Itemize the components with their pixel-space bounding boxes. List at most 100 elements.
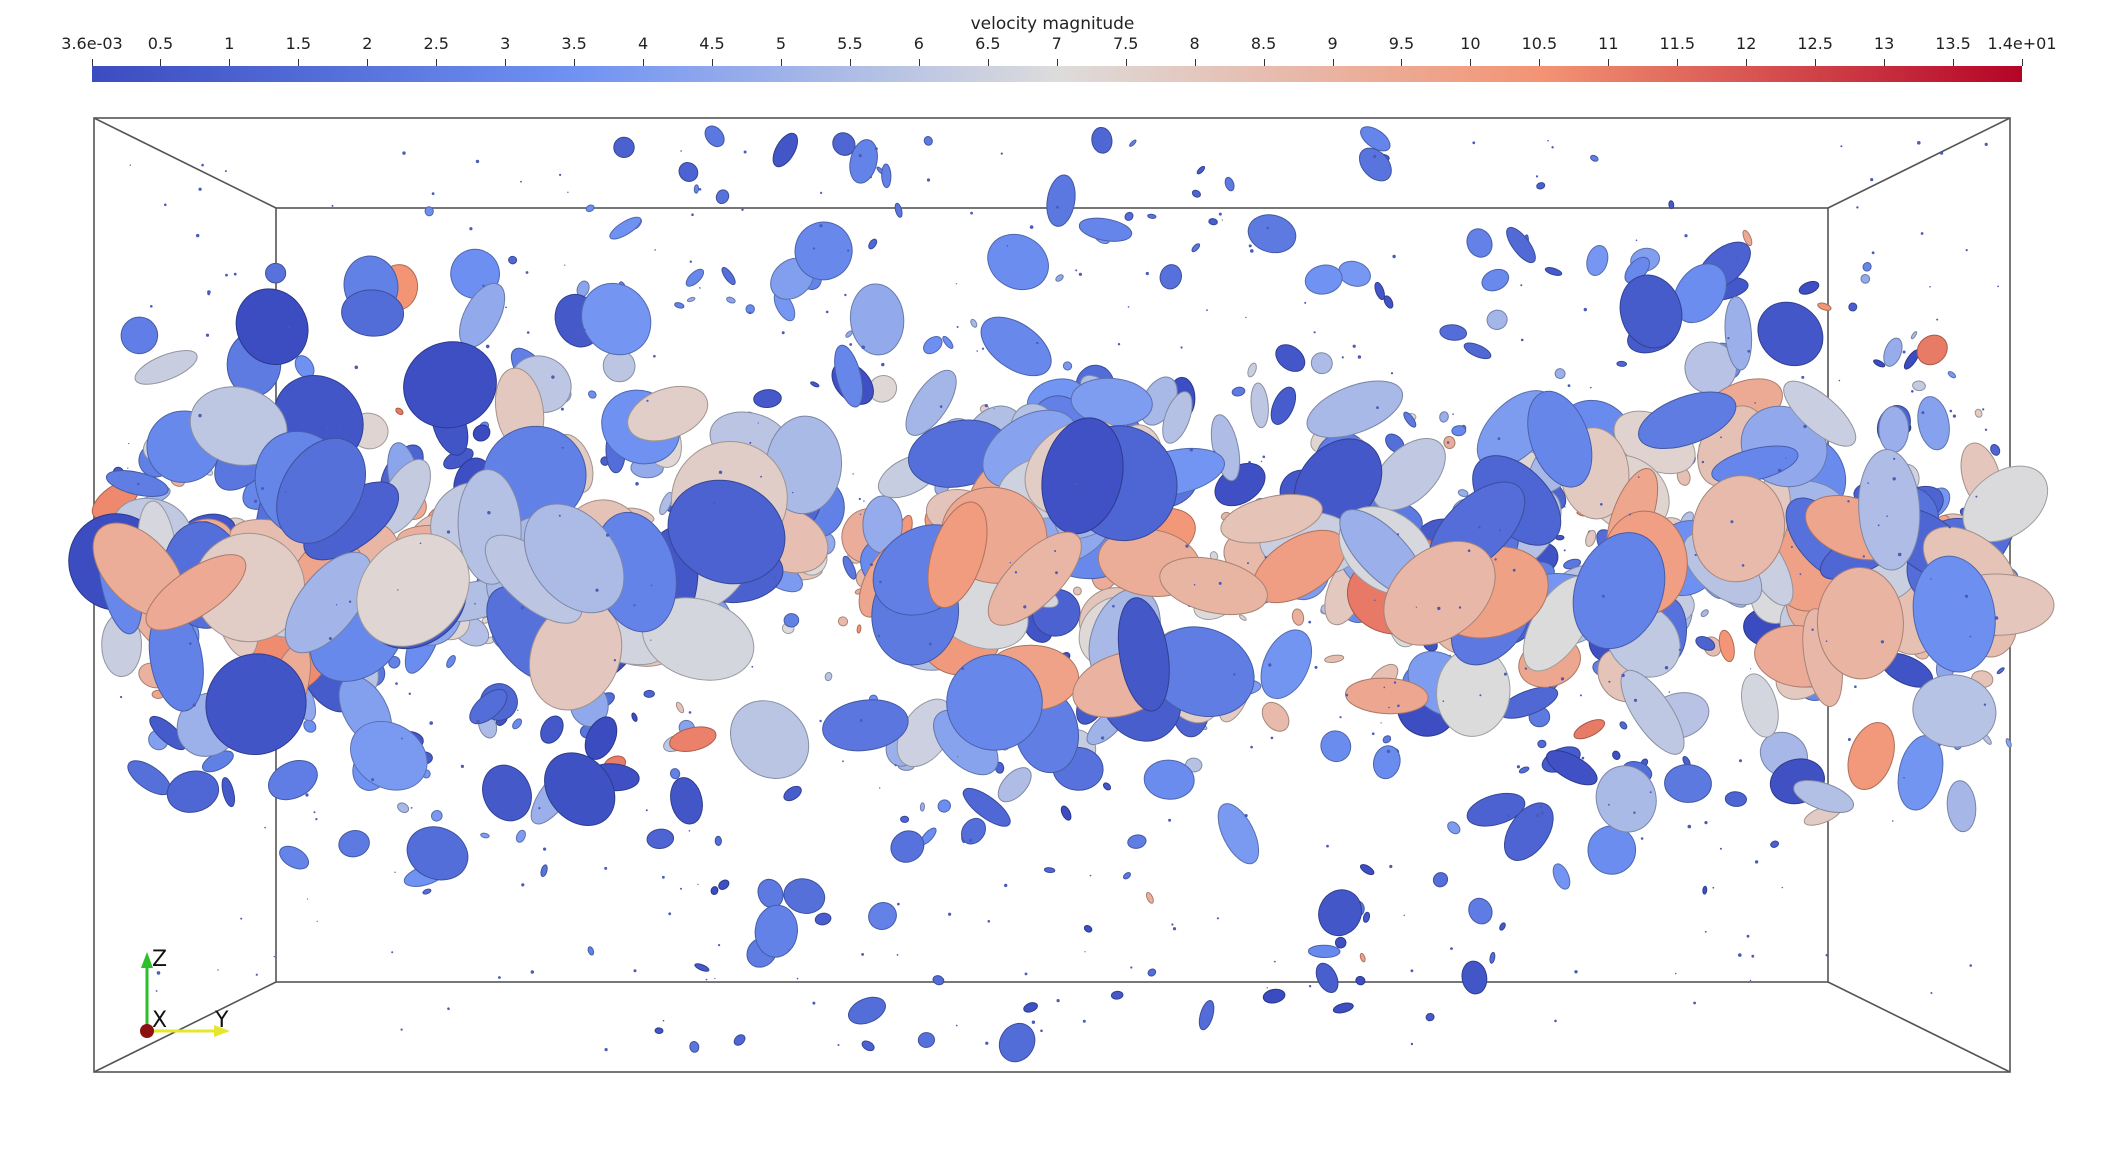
ellipsoid-glyph	[1537, 739, 1547, 749]
tracer-point	[1089, 874, 1092, 877]
tracer-point	[520, 180, 522, 183]
ellipsoid-glyph	[1912, 555, 1996, 673]
tracer-point	[1727, 337, 1730, 340]
tracer-point	[1221, 219, 1223, 221]
tracer-point	[1218, 581, 1222, 585]
colorbar-tick-label: 13	[1873, 34, 1895, 53]
tracer-point	[201, 163, 204, 167]
tracer-point	[1376, 406, 1379, 409]
tracer-point	[482, 284, 485, 287]
tracer-point	[741, 208, 744, 211]
tracer-point	[812, 1001, 816, 1005]
tracer-point	[583, 328, 586, 331]
ellipsoid-glyph	[1489, 951, 1496, 964]
tracer-point	[1467, 549, 1471, 552]
tracer-point	[1396, 533, 1400, 536]
ellipsoid-glyph	[772, 132, 799, 168]
colorbar-max-label: 1.4e+01	[1987, 34, 2057, 53]
tracer-point	[395, 682, 398, 685]
colorbar-tick-label: 12.5	[1797, 34, 1833, 53]
tracer-point	[595, 588, 599, 592]
ellipsoid-glyph	[1700, 609, 1709, 618]
tracer-point	[1497, 437, 1501, 441]
tracer-point	[787, 948, 790, 951]
tracer-point	[255, 973, 258, 976]
ellipsoid-glyph	[1554, 368, 1566, 380]
ellipsoid-glyph	[1499, 922, 1506, 931]
tracer-point	[189, 642, 192, 645]
ellipsoid-glyph	[279, 845, 310, 870]
ellipsoid-glyph	[1332, 1002, 1354, 1014]
colorbar-tick-mark	[436, 59, 438, 66]
tracer-point	[861, 953, 864, 956]
ellipsoid-glyph	[1585, 529, 1597, 547]
tracer-point	[1056, 999, 1060, 1003]
tracer-point	[926, 178, 931, 182]
ellipsoid-glyph	[1552, 863, 1571, 890]
ellipsoid-glyph	[1224, 176, 1235, 192]
tracer-point	[1056, 205, 1059, 209]
colorbar-tick-mark	[574, 59, 576, 66]
tracer-point	[1250, 745, 1253, 749]
tracer-point	[1248, 244, 1252, 248]
tracer-point	[1694, 553, 1697, 557]
ellipsoid-glyph	[205, 653, 307, 756]
tracer-point	[419, 542, 422, 545]
colorbar-min-label: 3.6e-03	[61, 34, 123, 53]
ellipsoid-glyph	[1468, 897, 1493, 925]
tracer-point	[338, 425, 342, 428]
tracer-point	[1145, 271, 1149, 276]
tracer-point	[1024, 972, 1028, 976]
colorbar-tick-label: 2	[362, 34, 373, 53]
tracer-point	[1029, 225, 1034, 229]
tracer-point	[1984, 142, 1988, 146]
tracer-point	[1218, 212, 1222, 216]
tracer-point	[306, 898, 309, 900]
colorbar-tick-mark	[160, 59, 162, 66]
ellipsoid-glyph	[881, 163, 892, 189]
tracer-point	[561, 446, 564, 449]
tracer-point	[526, 331, 530, 334]
colorbar-tick-mark	[712, 59, 714, 66]
tracer-point	[896, 954, 899, 956]
ellipsoid-glyph	[1684, 341, 1737, 395]
tracer-point	[1536, 813, 1540, 818]
colorbar-tick-label: 3	[500, 34, 511, 53]
tracer-point	[691, 213, 694, 216]
tracer-point	[525, 271, 529, 274]
tracer-point	[1386, 749, 1391, 753]
ellipsoid-glyph	[1912, 674, 1997, 748]
tracer-point	[662, 875, 665, 879]
ellipsoid-glyph	[631, 712, 638, 722]
tracer-point	[604, 1048, 608, 1052]
colorbar-tick-mark	[2022, 59, 2023, 66]
tracer-point	[1997, 285, 1999, 288]
tracer-point	[1560, 677, 1565, 681]
ellipsoid-glyph	[1724, 296, 1753, 371]
ellipsoid-glyph	[868, 902, 897, 930]
ellipsoid-glyph	[715, 189, 730, 205]
ellipsoid-glyph	[1595, 765, 1657, 833]
tracer-point	[354, 365, 359, 370]
tracer-point	[1248, 461, 1251, 464]
ellipsoid-glyph	[1668, 200, 1675, 210]
ellipsoid-glyph	[1451, 425, 1467, 437]
tracer-point	[559, 173, 562, 176]
tracer-point	[1847, 738, 1851, 741]
colorbar-tick-mark	[1608, 59, 1610, 66]
tracer-point	[288, 326, 291, 329]
tracer-point	[861, 345, 865, 350]
ellipsoid-glyph	[1383, 295, 1394, 309]
tracer-point	[1563, 549, 1566, 552]
ellipsoid-glyph	[1718, 629, 1735, 663]
tracer-point	[1000, 152, 1003, 155]
ellipsoid-glyph	[1536, 182, 1546, 190]
ellipsoid-glyph	[1043, 867, 1056, 874]
tracer-point	[1754, 402, 1756, 404]
ellipsoid-glyph	[1506, 226, 1536, 264]
ellipsoid-glyph	[585, 204, 595, 213]
ellipsoid-glyph	[1159, 264, 1183, 290]
tracer-point	[1415, 606, 1417, 608]
box-edge	[93, 981, 277, 1073]
